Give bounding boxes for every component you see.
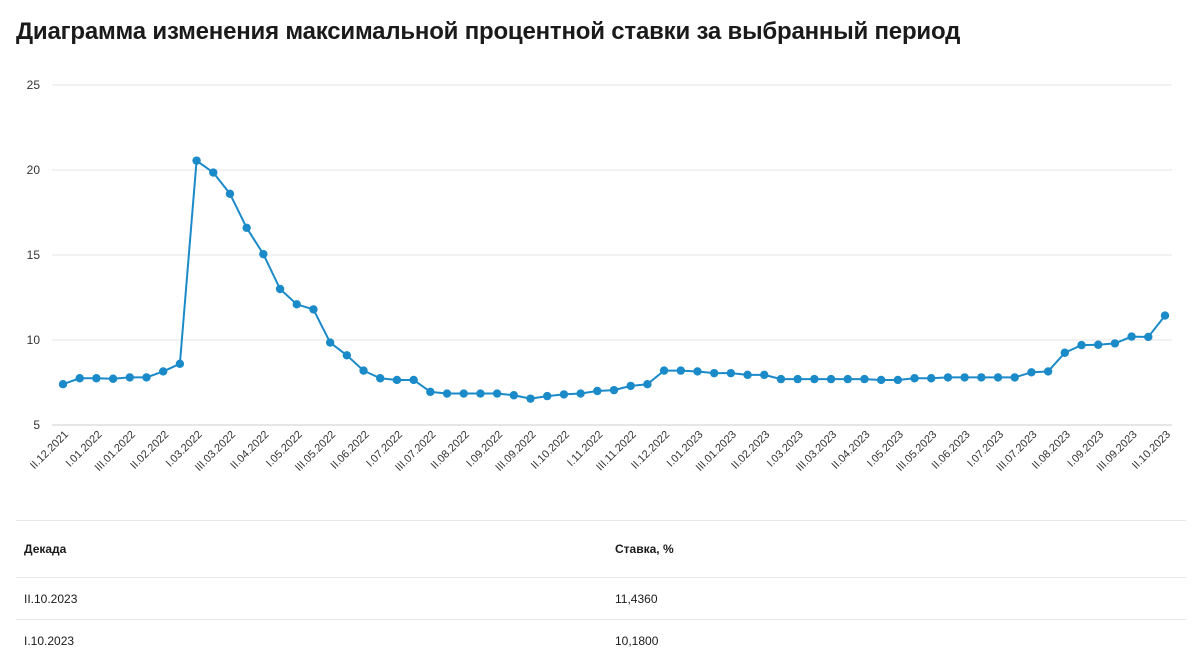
table-cell-rate: 10,1800	[615, 633, 659, 648]
data-point	[376, 374, 385, 383]
y-tick-label: 25	[27, 78, 41, 92]
data-point	[1043, 367, 1053, 376]
column-header-rate: Ставка, %	[615, 542, 674, 556]
chart-grid	[52, 84, 1172, 426]
y-tick-label: 15	[27, 248, 41, 262]
data-point	[225, 189, 235, 198]
data-point	[426, 387, 435, 397]
y-tick-label: 20	[27, 163, 41, 177]
table-row: II.10.2023 11,4360	[16, 578, 1186, 620]
data-point	[960, 373, 969, 382]
data-point	[1010, 373, 1019, 382]
data-point	[259, 249, 268, 259]
data-point	[526, 394, 535, 403]
data-point	[726, 368, 736, 378]
data-point	[1110, 339, 1120, 348]
data-point	[760, 370, 769, 380]
data-point	[643, 380, 652, 389]
data-point	[1027, 368, 1036, 377]
data-point	[459, 389, 468, 398]
data-point	[359, 366, 368, 375]
data-point	[559, 390, 569, 399]
data-point	[309, 305, 318, 314]
x-tick-label: II.12.2021	[28, 429, 71, 472]
data-point	[492, 389, 502, 398]
data-point	[442, 389, 452, 398]
data-point	[543, 391, 552, 401]
data-point	[876, 375, 886, 385]
y-tick-label: 5	[33, 418, 40, 432]
column-header-decade: Декада	[24, 542, 67, 556]
data-point	[192, 156, 201, 165]
data-point	[142, 373, 151, 382]
data-point	[1160, 311, 1170, 320]
data-point	[275, 284, 285, 294]
data-point	[1060, 348, 1070, 357]
data-point	[292, 300, 301, 309]
rate-line-chart: 5 10 15 20 25 II.12.2021I.01.2022III.01.2022…	[27, 78, 1173, 474]
data-point	[1144, 332, 1153, 342]
data-point	[209, 168, 218, 177]
data-point	[977, 373, 986, 382]
data-point	[325, 338, 335, 347]
data-point	[860, 374, 869, 384]
data-point	[409, 375, 418, 385]
data-point	[108, 374, 118, 383]
data-point	[158, 367, 168, 376]
data-point	[659, 366, 669, 375]
data-point	[893, 375, 903, 385]
data-point	[342, 351, 352, 360]
data-point	[709, 368, 719, 378]
data-point	[476, 389, 485, 398]
table-row: I.10.2023 10,1800	[16, 620, 1186, 661]
data-point	[693, 367, 702, 376]
chart-series	[58, 156, 1170, 403]
data-point	[392, 375, 402, 385]
data-point	[1127, 332, 1136, 341]
y-tick-label: 10	[27, 333, 41, 347]
data-point	[593, 386, 602, 396]
data-point	[609, 385, 619, 395]
x-axis: II.12.2021I.01.2022III.01.2022II.02.2022…	[28, 429, 1173, 474]
data-point	[993, 373, 1003, 382]
data-point	[676, 366, 685, 375]
data-point	[509, 391, 519, 400]
data-point	[793, 374, 802, 384]
data-point	[576, 389, 585, 398]
page-title: Диаграмма изменения максимальной процент…	[16, 18, 961, 45]
data-point	[175, 359, 185, 368]
data-point	[843, 374, 852, 384]
data-point	[75, 374, 84, 383]
data-point	[1094, 340, 1103, 349]
data-point	[58, 380, 68, 389]
rates-table: Декада Ставка, % II.10.2023 11,4360 I.10…	[16, 520, 1186, 661]
table-cell-rate: 11,4360	[615, 591, 658, 606]
data-point	[242, 223, 251, 232]
data-point	[626, 381, 635, 391]
table-header-row: Декада Ставка, %	[16, 521, 1186, 578]
table-cell-decade: II.10.2023	[24, 591, 78, 606]
data-point	[826, 374, 836, 384]
data-point	[810, 374, 819, 384]
data-point	[910, 374, 919, 383]
data-point	[743, 370, 752, 380]
y-axis: 5 10 15 20 25	[27, 78, 41, 432]
data-point	[1077, 340, 1086, 350]
table-cell-decade: I.10.2023	[24, 633, 75, 648]
data-point	[943, 373, 953, 382]
data-point	[927, 374, 936, 383]
data-point	[125, 373, 134, 382]
data-point	[92, 374, 101, 383]
data-point	[776, 374, 786, 384]
